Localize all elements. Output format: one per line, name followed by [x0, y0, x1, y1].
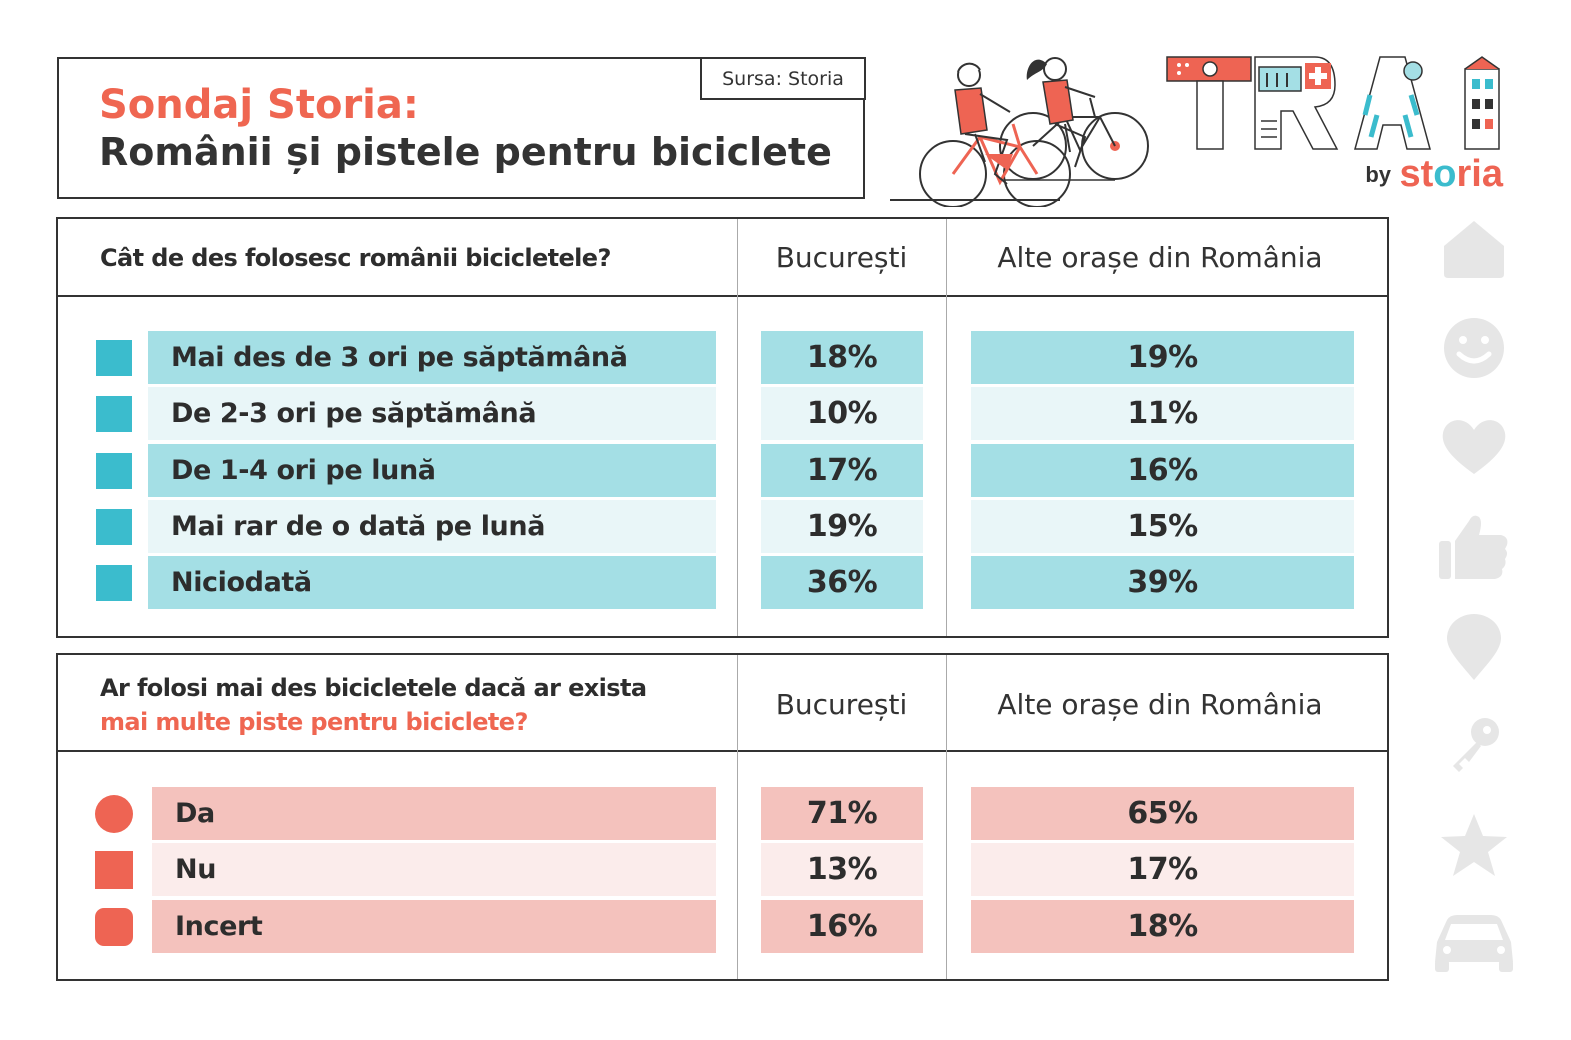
table2-bucuresti-value: 13%: [761, 843, 923, 896]
table2-col-bucuresti: București: [775, 688, 908, 721]
title-box: [57, 57, 865, 199]
page-title: Sondaj Storia:: [99, 82, 419, 128]
trai-logo: TRAI by storia storia: [1165, 55, 1505, 200]
logo-brand-o: o: [1433, 153, 1457, 195]
trai-letters-icon: [1166, 56, 1500, 150]
logo-brand-st: st: [1399, 153, 1434, 195]
teal-square-marker: [96, 453, 132, 489]
table1-bucuresti-value: 36%: [761, 556, 923, 609]
map-pin-icon: [1447, 614, 1501, 680]
table1-alte-value: 19%: [971, 331, 1354, 384]
table1-alte-value: 15%: [971, 500, 1354, 553]
table1-bucuresti-value: 10%: [761, 387, 923, 440]
red-circle-marker: [95, 795, 133, 833]
table2-bucuresti-value: 16%: [761, 900, 923, 953]
teal-square-marker: [96, 509, 132, 545]
table1-row-label: Mai des de 3 ori pe săptămână: [148, 331, 716, 384]
table1-header-divider: [56, 295, 1389, 297]
heart-icon: [1442, 420, 1506, 474]
table1-bucuresti-value: 18%: [761, 331, 923, 384]
table2-row-label: Incert: [152, 900, 716, 953]
car-icon: [1435, 915, 1513, 972]
logo-by: by: [1365, 162, 1392, 187]
star-icon: [1441, 814, 1507, 876]
teal-square-marker: [96, 565, 132, 601]
source-label: Sursa: Storia: [700, 57, 866, 100]
table2-col-divider: [946, 655, 947, 979]
table1-row-label: Mai rar de o dată pe lună: [148, 500, 716, 553]
table2-alte-value: 17%: [971, 843, 1354, 896]
red-rounded-square-marker: [95, 908, 133, 946]
logo-brand-ria: ria: [1456, 153, 1503, 195]
table2-row-label: Nu: [152, 843, 716, 896]
table2-bucuresti-value: 71%: [761, 787, 923, 840]
teal-square-marker: [96, 396, 132, 432]
table2-alte-value: 18%: [971, 900, 1354, 953]
thumbs-up-icon: [1439, 515, 1508, 579]
red-square-marker: [95, 851, 133, 889]
teal-square-marker: [96, 340, 132, 376]
table1-bucuresti-value: 19%: [761, 500, 923, 553]
bike-lanes-table: [56, 653, 1389, 981]
house-icon: [1444, 221, 1504, 278]
table1-bucuresti-value: 17%: [761, 444, 923, 497]
table1-row-label: De 2-3 ori pe săptămână: [148, 387, 716, 440]
table2-alte-value: 65%: [971, 787, 1354, 840]
cyclists-illustration: [890, 57, 1149, 207]
table1-col-alte: Alte orașe din România: [997, 241, 1323, 274]
table2-row-label: Da: [152, 787, 716, 840]
frequency-table: [56, 217, 1389, 638]
table2-col-alte: Alte orașe din România: [997, 688, 1323, 721]
smiley-icon: [1444, 318, 1504, 378]
table1-alte-value: 11%: [971, 387, 1354, 440]
logo-word: TRAI: [1165, 55, 1166, 56]
table1-alte-value: 39%: [971, 556, 1354, 609]
page-subtitle: Românii și pistele pentru biciclete: [99, 130, 832, 174]
table1-question: Cât de des folosesc românii bicicletele?: [100, 244, 611, 272]
table1-col-divider: [737, 219, 738, 636]
table2-col-divider: [737, 655, 738, 979]
table1-col-bucuresti: București: [775, 241, 908, 274]
table2-header-divider: [56, 750, 1389, 752]
table1-col-divider: [946, 219, 947, 636]
table1-alte-value: 16%: [971, 444, 1354, 497]
logo-brand-full: storia: [1365, 153, 1366, 154]
table2-question-line1: Ar folosi mai des bicicletele dacă ar ex…: [100, 674, 647, 702]
table1-row-label: De 1-4 ori pe lună: [148, 444, 716, 497]
storia-brand: by storia storia: [1365, 153, 1503, 196]
key-icon: [1453, 718, 1499, 772]
table2-question-line2: mai multe piste pentru biciclete?: [100, 708, 528, 736]
table1-row-label: Niciodată: [148, 556, 716, 609]
